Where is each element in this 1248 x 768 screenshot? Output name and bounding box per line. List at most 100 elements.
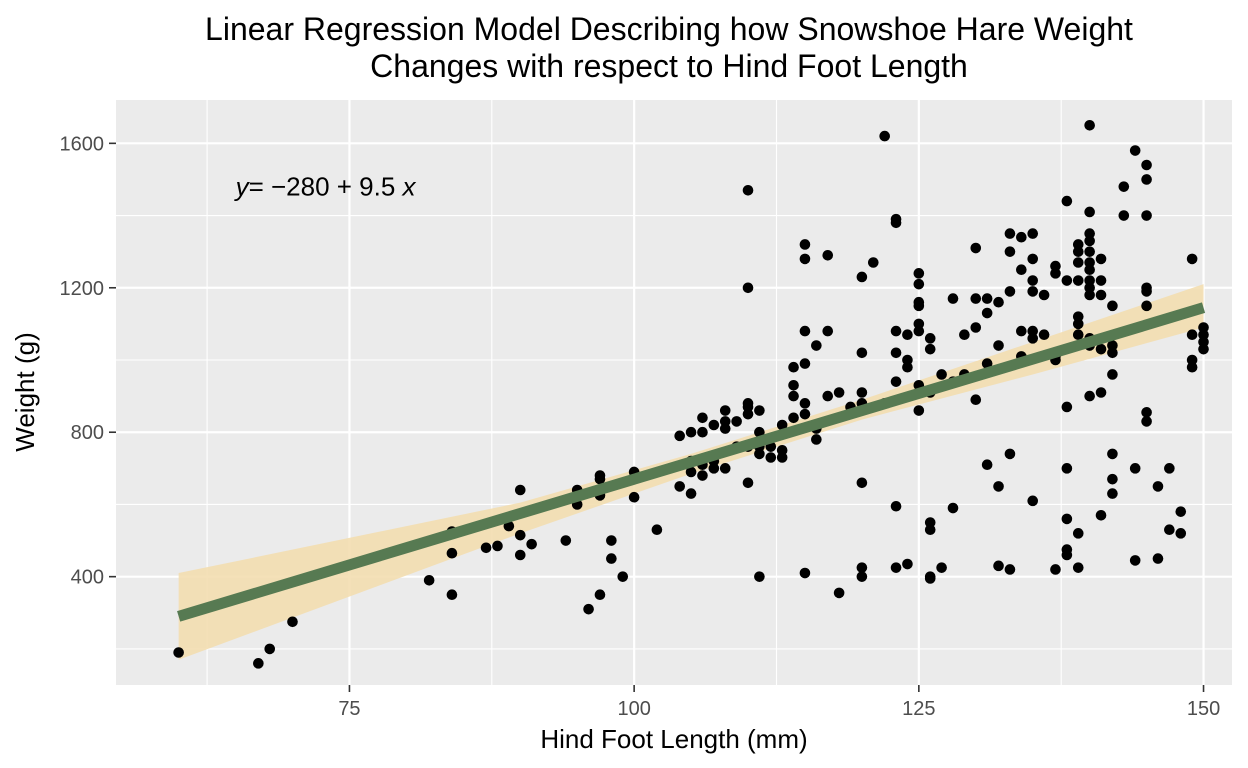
data-point bbox=[742, 398, 754, 409]
data-point bbox=[799, 567, 811, 579]
data-point bbox=[719, 463, 731, 474]
data-point bbox=[708, 419, 720, 431]
data-point bbox=[1084, 228, 1095, 239]
data-point bbox=[1141, 407, 1152, 418]
data-point bbox=[1152, 553, 1164, 564]
data-point bbox=[628, 491, 640, 503]
data-point bbox=[1027, 228, 1039, 239]
regression-equation: y= −280 + 9.5 x bbox=[234, 172, 417, 202]
data-point bbox=[754, 571, 765, 582]
data-point bbox=[1084, 257, 1095, 268]
data-point bbox=[287, 616, 298, 628]
data-point bbox=[1141, 159, 1152, 171]
data-point bbox=[423, 574, 435, 586]
data-point bbox=[1118, 181, 1130, 192]
data-point bbox=[1004, 564, 1016, 575]
data-point bbox=[993, 481, 1004, 492]
data-point bbox=[1141, 416, 1152, 427]
data-point bbox=[1061, 463, 1073, 474]
data-point bbox=[1095, 343, 1107, 355]
data-point bbox=[936, 369, 947, 380]
data-point bbox=[1095, 289, 1107, 301]
data-point bbox=[890, 562, 902, 573]
data-point bbox=[913, 405, 925, 416]
data-point bbox=[719, 416, 731, 427]
data-point bbox=[776, 444, 788, 456]
data-point bbox=[685, 426, 697, 438]
y-tick-label: 1200 bbox=[60, 278, 105, 300]
data-point bbox=[970, 394, 982, 406]
data-point bbox=[1095, 509, 1107, 521]
data-point bbox=[799, 253, 811, 265]
data-point bbox=[1084, 246, 1095, 257]
data-point bbox=[1072, 257, 1084, 268]
data-point bbox=[1061, 513, 1073, 525]
x-tick-label: 75 bbox=[338, 698, 360, 720]
data-point bbox=[924, 333, 936, 344]
data-point bbox=[697, 412, 708, 424]
data-point bbox=[742, 184, 754, 196]
data-point bbox=[514, 484, 526, 496]
data-point bbox=[1027, 325, 1039, 337]
data-point bbox=[890, 325, 902, 337]
data-point bbox=[1095, 275, 1107, 286]
regression-line-layer bbox=[177, 302, 1206, 622]
data-point bbox=[594, 589, 606, 601]
data-point bbox=[981, 358, 993, 369]
data-point bbox=[1141, 174, 1152, 185]
data-point bbox=[651, 524, 663, 536]
data-point bbox=[890, 376, 902, 387]
data-point bbox=[560, 535, 572, 546]
data-point bbox=[1084, 119, 1095, 131]
data-point bbox=[1061, 195, 1073, 207]
data-point bbox=[1175, 506, 1187, 517]
data-point bbox=[446, 547, 458, 559]
data-point bbox=[1004, 286, 1016, 297]
data-point bbox=[1050, 260, 1061, 272]
data-point bbox=[514, 549, 526, 561]
data-point bbox=[890, 213, 902, 225]
data-point bbox=[1027, 286, 1039, 297]
data-point bbox=[856, 571, 868, 582]
data-point bbox=[981, 307, 993, 319]
data-point bbox=[1107, 488, 1118, 499]
data-point bbox=[1186, 329, 1198, 341]
data-point bbox=[1072, 562, 1084, 573]
data-point bbox=[833, 587, 845, 599]
data-point bbox=[924, 571, 936, 582]
data-point bbox=[754, 426, 765, 438]
x-axis-title: Hind Foot Length (mm) bbox=[540, 724, 807, 754]
data-point bbox=[1072, 528, 1084, 539]
data-point bbox=[674, 481, 685, 492]
data-point bbox=[697, 426, 708, 438]
data-point bbox=[526, 538, 537, 550]
data-point bbox=[1164, 524, 1175, 536]
data-point bbox=[936, 562, 947, 573]
chart-title-line-1: Linear Regression Model Describing how S… bbox=[205, 11, 1133, 47]
data-point bbox=[264, 643, 276, 655]
data-point bbox=[867, 257, 879, 268]
data-point bbox=[890, 500, 902, 512]
data-point bbox=[1186, 253, 1198, 265]
data-point bbox=[776, 419, 788, 431]
data-point bbox=[1004, 228, 1016, 239]
data-point bbox=[788, 361, 799, 373]
data-point bbox=[799, 398, 811, 409]
data-point bbox=[1164, 463, 1175, 474]
data-point bbox=[674, 430, 685, 442]
data-point bbox=[788, 390, 799, 402]
data-point bbox=[1107, 369, 1118, 380]
data-point bbox=[1107, 448, 1118, 460]
data-point bbox=[1107, 473, 1118, 485]
data-point bbox=[1084, 206, 1095, 218]
data-point bbox=[993, 340, 1004, 351]
data-point bbox=[799, 408, 811, 420]
data-point bbox=[879, 130, 890, 142]
data-point bbox=[902, 354, 913, 366]
data-point bbox=[583, 603, 594, 615]
data-point bbox=[594, 470, 606, 481]
data-point bbox=[1175, 528, 1187, 539]
data-point bbox=[1198, 322, 1209, 333]
data-point bbox=[1152, 481, 1164, 492]
data-point bbox=[811, 434, 822, 445]
